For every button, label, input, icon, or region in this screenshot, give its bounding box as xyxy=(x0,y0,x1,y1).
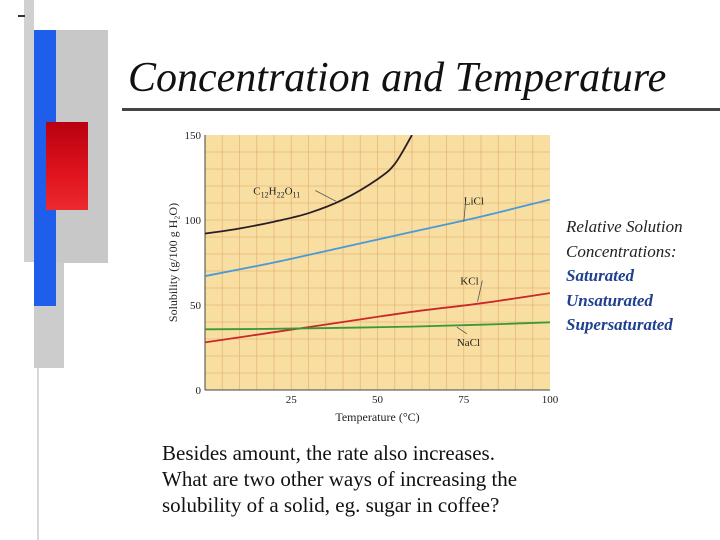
question-line-3: solubility of a solid, eg. sugar in coff… xyxy=(162,493,500,517)
solubility-chart-svg: C12H22O11 LiCl KCl NaCl 0 50 100 150 25 50 75 100 Te… xyxy=(166,130,559,424)
question-line-1: Besides amount, the rate also increases. xyxy=(162,441,495,465)
series-leader-nacl xyxy=(456,326,468,335)
y-tick-label: 50 xyxy=(190,300,202,312)
series-label-nacl: NaCl xyxy=(457,337,480,349)
side-notes-item-saturated: Saturated xyxy=(566,266,635,285)
series-leader-licl xyxy=(463,200,467,222)
series-label-part: KCl xyxy=(460,276,478,288)
decor-gray-line xyxy=(37,368,39,540)
x-axis-title: Temperature (°C) xyxy=(335,410,419,424)
decor-red-bar xyxy=(46,122,88,210)
x-tick-label: 75 xyxy=(458,394,470,406)
series-label-kcl: KCl xyxy=(460,276,478,288)
series-leader-sucrose xyxy=(315,190,337,202)
decor-blue-bar xyxy=(34,30,56,306)
series-line-licl xyxy=(205,198,550,277)
series-label-part: LiCl xyxy=(464,196,484,208)
side-notes: Relative Solution Concentrations: Satura… xyxy=(566,215,683,338)
solubility-chart: C12H22O11 LiCl KCl NaCl 0 50 100 150 25 50 75 100 Te… xyxy=(162,122,562,424)
side-notes-intro-line2: Concentrations: xyxy=(566,241,677,261)
series-label-part: H xyxy=(269,186,277,198)
y-tick-label: 100 xyxy=(185,215,202,227)
x-tick-label: 100 xyxy=(542,394,559,406)
series-label-sucrose: C12H22O11 xyxy=(253,186,300,200)
series-label-part: C xyxy=(253,186,260,198)
series-label-licl: LiCl xyxy=(464,196,484,208)
x-tick-label: 50 xyxy=(372,394,384,406)
series-label-part: 22 xyxy=(277,191,285,200)
y-tick-label: 0 xyxy=(196,385,202,397)
series-label-part: NaCl xyxy=(457,337,480,349)
series-label-part: 12 xyxy=(261,191,269,200)
decor-dash xyxy=(18,15,25,17)
slide-title: Concentration and Temperature xyxy=(128,55,667,101)
series-leader-kcl xyxy=(477,280,483,302)
series-label-part: O xyxy=(285,186,293,198)
series-line-nacl xyxy=(205,321,550,331)
question-line-2: What are two other ways of increasing th… xyxy=(162,467,518,491)
side-notes-intro-line1: Relative Solution xyxy=(566,217,683,236)
decor-gray-stripe-left xyxy=(24,0,34,262)
series-line-sucrose xyxy=(205,135,413,235)
question-text: Besides amount, the rate also increases.… xyxy=(162,440,592,518)
x-tick-label: 25 xyxy=(286,394,298,406)
side-notes-item-supersaturated: Supersaturated xyxy=(566,315,673,334)
y-axis-title: Solubility (g/100 g H₂O) xyxy=(166,203,180,322)
y-tick-label: 150 xyxy=(185,130,202,142)
title-underline xyxy=(122,108,720,111)
series-label-part: 11 xyxy=(293,191,301,200)
side-notes-item-unsaturated: Unsaturated xyxy=(566,290,653,310)
series-line-kcl xyxy=(205,292,550,344)
